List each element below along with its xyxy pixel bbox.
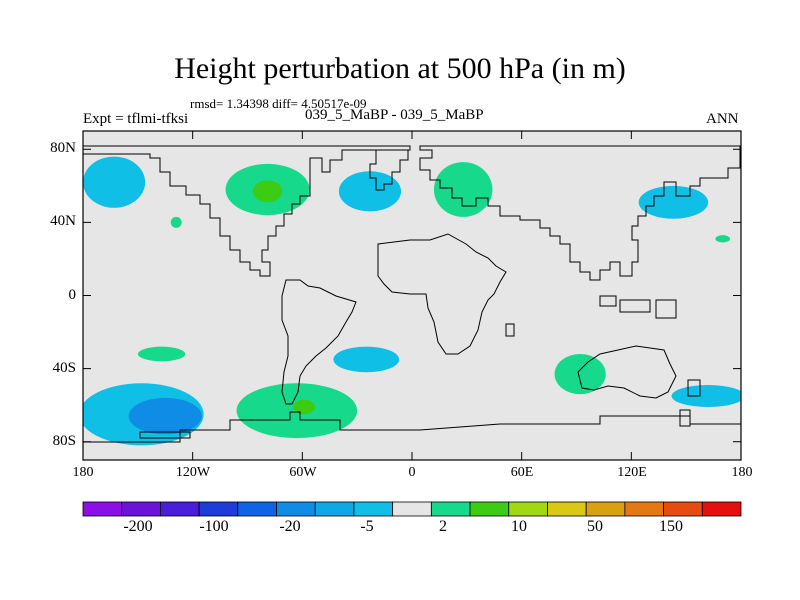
- colorbar-swatch: [121, 501, 161, 517]
- y-tick-label: 80N: [50, 140, 76, 156]
- x-tick-label: 0: [408, 465, 416, 480]
- colorbar-swatch: [701, 501, 742, 517]
- colorbar-label: -20: [279, 518, 301, 535]
- colorbar-label: 2: [439, 518, 447, 535]
- colorbar-swatch: [585, 501, 626, 517]
- stats-label: rmsd= 1.34398 diff= 4.50517e-09: [190, 96, 367, 111]
- colorbar-label: 50: [587, 518, 603, 535]
- anomaly-region: [338, 171, 402, 212]
- season-label: ANN: [706, 111, 739, 127]
- anomaly-region: [83, 156, 146, 208]
- colorbar-swatch: [469, 501, 510, 517]
- colorbar-swatch: [276, 501, 316, 517]
- anomaly-fields: [83, 156, 741, 446]
- anomaly-region: [671, 385, 741, 407]
- y-tick-label: 40N: [50, 213, 76, 229]
- colorbar-label: 10: [511, 518, 527, 535]
- colorbar-swatch: [392, 501, 432, 517]
- colorbar-swatch: [160, 501, 200, 517]
- colorbar-swatch: [314, 501, 355, 517]
- experiment-label: Expt = tflmi-tfksi: [83, 111, 189, 127]
- plot-title: Height perturbation at 500 hPa (in m): [174, 52, 626, 85]
- colorbar-label: -100: [199, 518, 229, 535]
- comparison-label: 039_5_MaBP - 039_5_MaBP: [305, 107, 484, 123]
- x-tick-label: 180: [731, 465, 753, 480]
- colorbar: [82, 501, 742, 517]
- anomaly-region: [333, 346, 400, 373]
- x-tick-label: 120E: [617, 465, 647, 480]
- x-tick-label: 120W: [175, 465, 211, 480]
- anomaly-region: [554, 353, 606, 395]
- colorbar-label: -5: [360, 518, 374, 535]
- colorbar-label: -200: [123, 518, 153, 535]
- colorbar-swatch: [198, 501, 239, 517]
- coastlines: [83, 145, 741, 443]
- x-tick-label: 60E: [510, 465, 534, 480]
- anomaly-region: [128, 397, 202, 435]
- colorbar-swatch: [508, 501, 548, 517]
- colorbar-swatch: [624, 501, 664, 517]
- anomaly-region: [715, 235, 731, 243]
- y-tick-label: 40S: [52, 360, 76, 376]
- y-tick-label: 0: [68, 287, 77, 303]
- y-tick-label: 80S: [52, 433, 76, 449]
- x-tick-label: 60W: [289, 465, 317, 480]
- y-axis-ticks: [83, 148, 741, 443]
- colorbar-swatch: [663, 501, 703, 517]
- anomaly-region: [293, 399, 316, 415]
- anomaly-region: [170, 216, 182, 228]
- colorbar-swatch: [82, 501, 123, 517]
- anomaly-region: [137, 346, 186, 362]
- anomaly-region: [252, 180, 283, 203]
- anomaly-region: [433, 162, 493, 217]
- colorbar-swatch: [353, 501, 394, 517]
- colorbar-label: 150: [659, 518, 683, 535]
- colorbar-swatch: [547, 501, 587, 517]
- colorbar-swatch: [237, 501, 277, 517]
- x-axis-ticks: [82, 131, 742, 460]
- x-tick-label: 180: [72, 465, 94, 480]
- colorbar-swatch: [430, 501, 471, 517]
- anomaly-region: [638, 185, 709, 219]
